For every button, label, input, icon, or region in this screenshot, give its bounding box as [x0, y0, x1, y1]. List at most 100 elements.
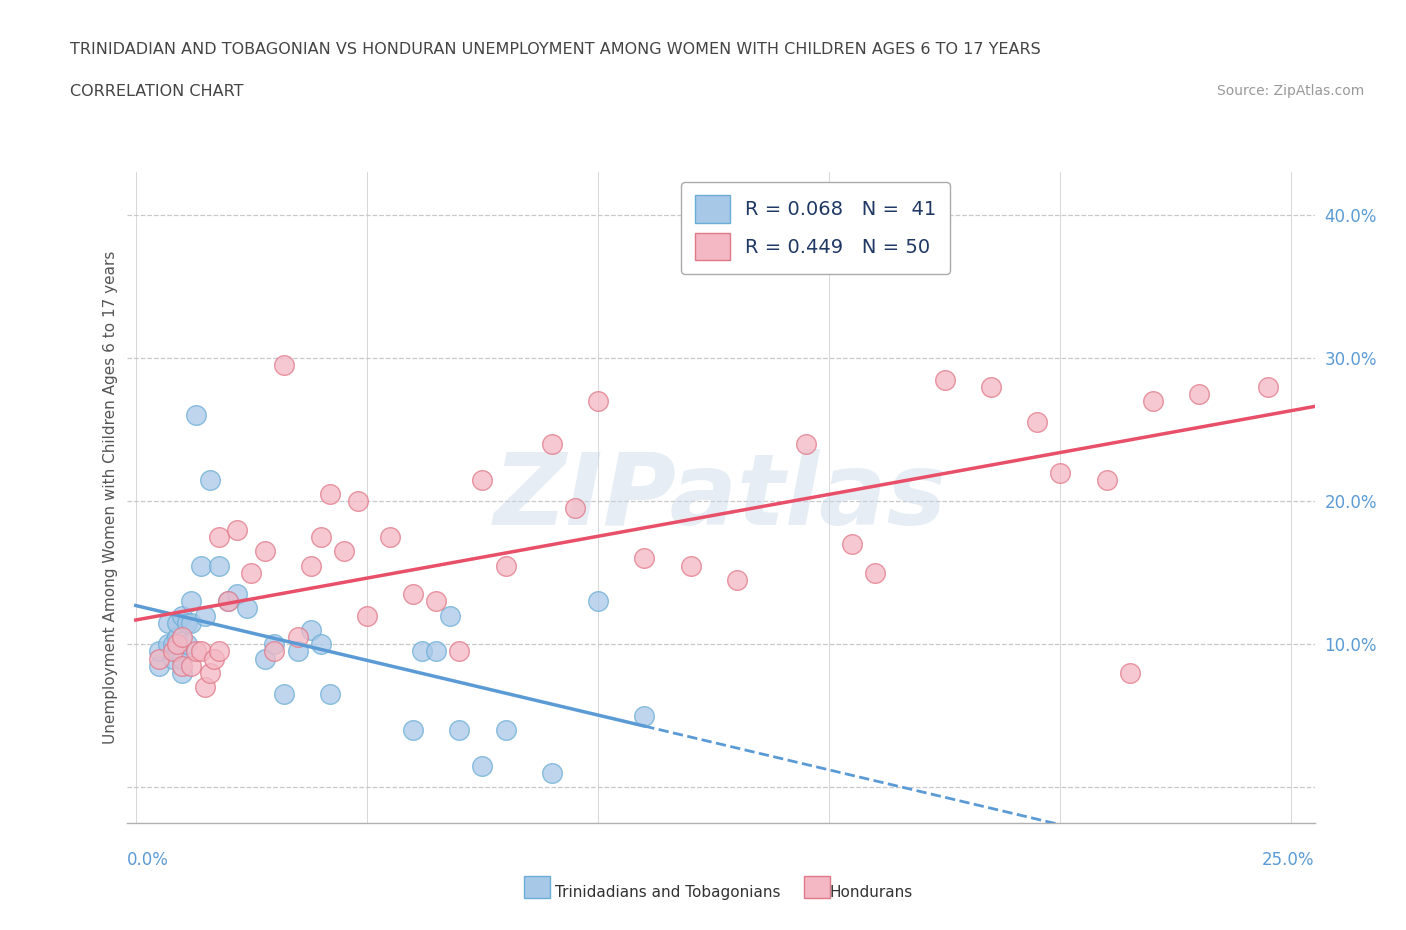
Point [1257, 379, 1279, 394]
Point [166, 644, 188, 658]
Text: TRINIDADIAN AND TOBAGONIAN VS HONDURAN UNEMPLOYMENT AMONG WOMEN WITH CHILDREN AG: TRINIDADIAN AND TOBAGONIAN VS HONDURAN U… [70, 42, 1040, 57]
Point [240, 565, 263, 580]
Text: Trinidadians and Tobagonians: Trinidadians and Tobagonians [555, 885, 780, 900]
Point [865, 565, 887, 580]
Point [586, 393, 609, 408]
Point [309, 529, 332, 544]
Point [208, 558, 231, 573]
Point [402, 587, 425, 602]
Point [166, 616, 188, 631]
Point [235, 601, 257, 616]
Point [1188, 386, 1211, 401]
Point [378, 529, 401, 544]
Point [411, 644, 433, 658]
Point [170, 608, 193, 623]
Point [176, 637, 198, 652]
Point [471, 472, 494, 487]
Point [263, 644, 285, 658]
Point [170, 665, 193, 680]
Point [934, 372, 956, 387]
Point [1049, 465, 1071, 480]
Text: 25.0%: 25.0% [1263, 851, 1315, 869]
Point [1118, 665, 1140, 680]
Point [194, 680, 217, 695]
Point [148, 644, 170, 658]
Point [190, 558, 212, 573]
Point [157, 616, 180, 631]
Point [495, 558, 517, 573]
Point [273, 687, 295, 702]
Text: Source: ZipAtlas.com: Source: ZipAtlas.com [1216, 84, 1364, 98]
Point [449, 644, 471, 658]
Point [346, 494, 368, 509]
Point [226, 587, 249, 602]
Point [841, 537, 863, 551]
Point [356, 608, 378, 623]
Point [679, 558, 702, 573]
Point [1095, 472, 1118, 487]
Point [184, 644, 207, 658]
Point [208, 644, 231, 658]
Point [333, 544, 356, 559]
Point [633, 709, 655, 724]
Text: CORRELATION CHART: CORRELATION CHART [70, 84, 243, 99]
Point [226, 523, 249, 538]
Point [471, 758, 494, 773]
Point [540, 765, 562, 780]
Point [162, 651, 184, 666]
Bar [804, 876, 830, 898]
Point [449, 723, 471, 737]
Point [495, 723, 517, 737]
Point [425, 644, 447, 658]
Point [217, 594, 239, 609]
Text: 0.0%: 0.0% [127, 851, 169, 869]
Point [273, 358, 295, 373]
Point [162, 637, 184, 652]
Text: Hondurans: Hondurans [830, 885, 912, 900]
Point [148, 658, 170, 673]
Point [202, 651, 225, 666]
Point [254, 544, 277, 559]
Point [287, 644, 309, 658]
Point [564, 501, 586, 516]
Bar [524, 876, 550, 898]
Point [794, 436, 817, 451]
Legend: R = 0.068   N =  41, R = 0.449   N = 50: R = 0.068 N = 41, R = 0.449 N = 50 [681, 181, 950, 273]
Point [263, 637, 285, 652]
Point [586, 594, 609, 609]
Point [170, 658, 193, 673]
Point [180, 594, 202, 609]
Point [287, 630, 309, 644]
Point [190, 644, 212, 658]
Point [1142, 393, 1164, 408]
Point [217, 594, 239, 609]
Point [425, 594, 447, 609]
Point [170, 630, 193, 644]
Point [301, 558, 323, 573]
Point [176, 616, 198, 631]
Point [157, 637, 180, 652]
Point [254, 651, 277, 666]
Point [180, 616, 202, 631]
Point [633, 551, 655, 565]
Point [725, 572, 748, 587]
Point [198, 472, 221, 487]
Point [980, 379, 1002, 394]
Point [180, 658, 202, 673]
Point [208, 529, 231, 544]
Point [166, 637, 188, 652]
Point [170, 651, 193, 666]
Point [439, 608, 461, 623]
Point [319, 687, 342, 702]
Point [198, 665, 221, 680]
Point [402, 723, 425, 737]
Point [540, 436, 562, 451]
Y-axis label: Unemployment Among Women with Children Ages 6 to 17 years: Unemployment Among Women with Children A… [103, 251, 118, 744]
Point [162, 644, 184, 658]
Point [184, 408, 207, 423]
Point [148, 651, 170, 666]
Text: ZIPatlas: ZIPatlas [494, 449, 948, 546]
Point [194, 608, 217, 623]
Point [301, 622, 323, 637]
Point [166, 630, 188, 644]
